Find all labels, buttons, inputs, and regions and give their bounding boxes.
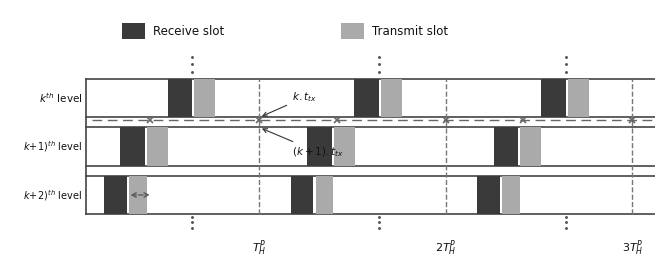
- Text: Transmit slot: Transmit slot: [372, 25, 448, 38]
- Bar: [104, 176, 127, 214]
- Bar: [341, 23, 364, 39]
- Text: $3T_H^P$: $3T_H^P$: [622, 239, 643, 258]
- Bar: [129, 176, 147, 214]
- Text: $(k+1).t_{tx}$: $(k+1).t_{tx}$: [263, 129, 344, 159]
- Bar: [520, 127, 541, 166]
- Bar: [307, 127, 332, 166]
- Text: $2T_H^P$: $2T_H^P$: [435, 239, 457, 258]
- Text: $k\!+\!2)^{th}$ level: $k\!+\!2)^{th}$ level: [23, 188, 83, 203]
- Text: $k^{th}$ level: $k^{th}$ level: [39, 91, 83, 105]
- Text: $T_H^P$: $T_H^P$: [252, 239, 266, 258]
- Bar: [148, 127, 169, 166]
- Bar: [316, 176, 333, 214]
- Bar: [567, 79, 588, 117]
- Text: $k.t_{tx}$: $k.t_{tx}$: [263, 91, 317, 116]
- Bar: [168, 79, 192, 117]
- Text: Receive slot: Receive slot: [153, 25, 224, 38]
- Bar: [291, 176, 313, 214]
- Text: $k\!+\!1)^{th}$ level: $k\!+\!1)^{th}$ level: [23, 139, 83, 154]
- Bar: [194, 79, 215, 117]
- Bar: [478, 176, 500, 214]
- Bar: [502, 176, 520, 214]
- Bar: [493, 127, 518, 166]
- Bar: [121, 127, 146, 166]
- Bar: [541, 79, 565, 117]
- Bar: [354, 79, 379, 117]
- Bar: [334, 127, 355, 166]
- Bar: [122, 23, 145, 39]
- Bar: [381, 79, 402, 117]
